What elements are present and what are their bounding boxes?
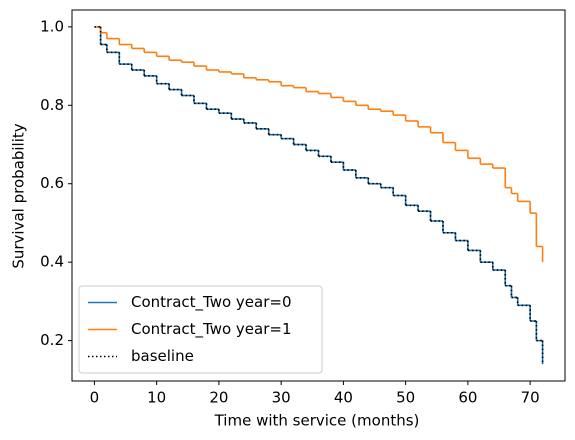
x-tick-label: 40: [334, 389, 353, 407]
legend-label: Contract_Two year=0: [131, 293, 292, 312]
y-tick-label: 0.4: [40, 253, 64, 271]
x-axis-label: Time with service (months): [214, 412, 420, 430]
x-tick-label: 60: [458, 389, 477, 407]
legend-label: Contract_Two year=1: [131, 320, 292, 339]
legend-label: baseline: [131, 347, 194, 365]
y-tick-label: 0.8: [40, 96, 64, 114]
x-tick-label: 0: [90, 389, 100, 407]
x-tick-label: 30: [272, 389, 291, 407]
y-tick-label: 0.2: [40, 331, 64, 349]
x-tick-label: 50: [396, 389, 415, 407]
y-axis-label: Survival probability: [10, 123, 28, 268]
x-tick-label: 20: [209, 389, 228, 407]
legend-box: [78, 285, 323, 374]
x-tick-label: 10: [147, 389, 166, 407]
x-tick-label: 70: [521, 389, 540, 407]
plot-frame: [71, 9, 566, 382]
y-tick-label: 1.0: [40, 17, 64, 35]
y-tick-label: 0.6: [40, 174, 64, 192]
